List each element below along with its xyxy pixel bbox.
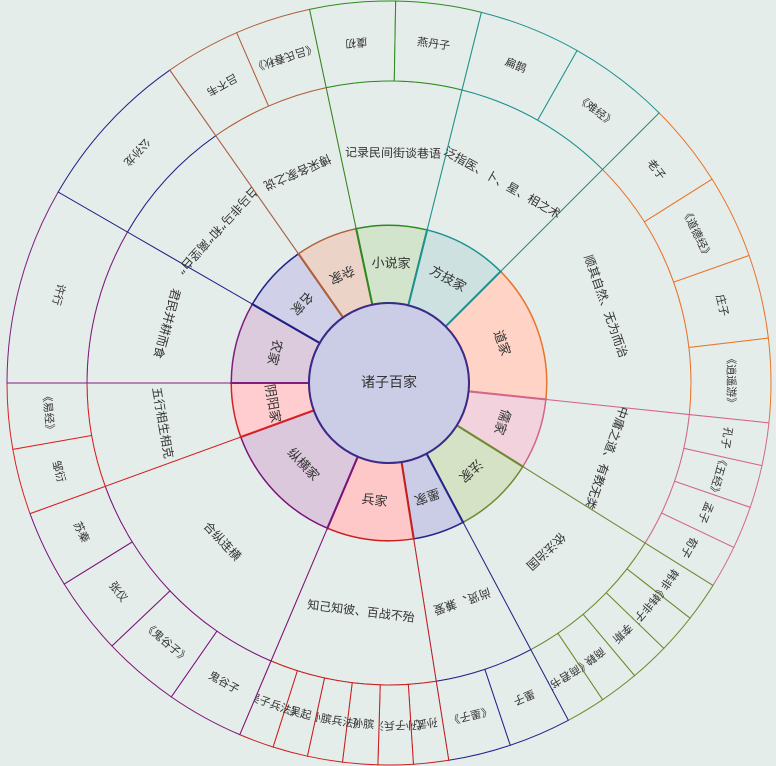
item-label: 庄子 xyxy=(713,293,732,318)
item-segment[interactable] xyxy=(537,49,660,171)
school-label: 兵家 xyxy=(361,491,389,510)
item-label: 《逍遥游》 xyxy=(724,353,737,408)
item-label: 许行 xyxy=(50,282,68,307)
center-circle[interactable] xyxy=(308,302,470,464)
item-label: 孙武 xyxy=(415,715,438,730)
school-label: 阴阳家 xyxy=(261,383,284,424)
school-label: 农家 xyxy=(263,338,285,367)
school-group-8: 名家“白马非马”和“离坚白”公孙龙 xyxy=(57,69,345,345)
item-label: 虞初 xyxy=(345,35,368,51)
item-label: 燕丹子 xyxy=(416,35,450,52)
description-label: 记录民间街谈巷语 xyxy=(345,145,441,161)
item-label: 吴起 xyxy=(288,704,313,722)
item-label: 孙膑 xyxy=(352,716,375,732)
center-label: 诸子百家 xyxy=(361,374,417,391)
item-label: 《易经》 xyxy=(40,390,57,435)
school-label: 小说家 xyxy=(371,255,410,272)
school-label: 墨家 xyxy=(412,485,442,508)
item-label: 孔子 xyxy=(718,426,734,450)
item-label: 邹衍 xyxy=(50,459,69,484)
